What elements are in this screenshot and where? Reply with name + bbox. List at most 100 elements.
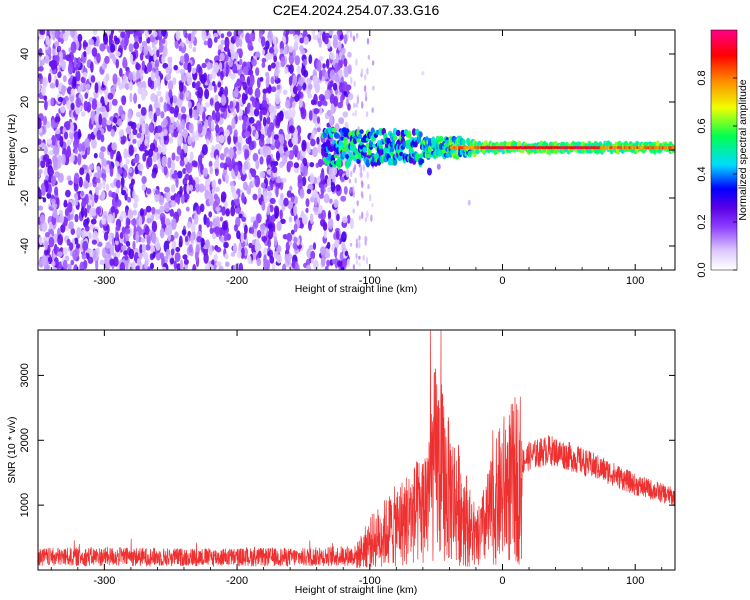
heatmap-cell xyxy=(124,82,130,91)
heatmap-cell xyxy=(175,155,180,162)
heatmap-cell xyxy=(133,92,138,104)
heatmap-cell xyxy=(67,263,72,270)
heatmap-cell xyxy=(326,259,330,267)
heatmap-cell xyxy=(98,102,102,108)
heatmap-cell xyxy=(66,99,72,110)
heatmap-cell xyxy=(63,199,68,206)
heatmap-cell xyxy=(91,239,97,245)
heatmap-cell xyxy=(139,244,143,254)
heatmap-cell xyxy=(335,230,340,241)
heatmap-cell xyxy=(337,160,342,169)
colorbar-step xyxy=(711,62,737,65)
heatmap-cell xyxy=(242,181,248,191)
heatmap-cell xyxy=(50,97,55,107)
heatmap-cell xyxy=(208,160,213,168)
heatmap-cell xyxy=(299,188,305,199)
heatmap-cell xyxy=(317,143,323,154)
colorbar-step xyxy=(711,238,737,241)
heatmap-cell xyxy=(213,84,217,93)
colorbar-step xyxy=(711,152,737,155)
heatmap-cell xyxy=(275,177,282,184)
heatmap-cell xyxy=(225,156,231,165)
heatmap-cell xyxy=(364,85,367,92)
heatmap-cell xyxy=(125,126,132,135)
heatmap-cell xyxy=(332,127,337,133)
heatmap-cell xyxy=(323,100,328,107)
heatmap-cell xyxy=(125,217,130,229)
colorbar-step xyxy=(711,252,737,255)
heatmap-cell xyxy=(314,82,321,94)
heatmap-cell xyxy=(286,190,292,198)
heatmap-cell xyxy=(281,177,287,183)
heatmap-cell xyxy=(98,113,103,126)
colorbar-step xyxy=(711,58,737,61)
heatmap-cell xyxy=(220,70,224,81)
heatmap-cell xyxy=(171,152,176,161)
heatmap-cell xyxy=(123,169,128,179)
colorbar-step xyxy=(711,212,737,215)
heatmap-cell xyxy=(339,251,344,261)
heatmap-cell xyxy=(299,37,305,44)
heatmap-cell xyxy=(252,152,259,162)
colorbar-step xyxy=(711,44,737,47)
heatmap-cell xyxy=(354,109,357,117)
heatmap-cell xyxy=(171,218,177,230)
x-tick-label: 100 xyxy=(626,275,644,287)
heatmap-cell xyxy=(38,117,42,130)
heatmap-cell xyxy=(362,146,367,153)
heatmap-cell xyxy=(198,183,205,193)
heatmap-cell xyxy=(115,188,120,194)
heatmap-cell xyxy=(360,68,364,76)
heatmap-cell xyxy=(316,116,321,124)
heatmap-cell xyxy=(293,204,298,217)
colorbar-step xyxy=(711,240,737,243)
colorbar-step xyxy=(711,206,737,209)
heatmap-cell xyxy=(254,241,261,253)
heatmap-cell xyxy=(220,195,226,203)
heatmap-cell xyxy=(125,228,131,235)
colorbar-step xyxy=(711,228,737,231)
colorbar-tick-label: 0.4 xyxy=(696,166,708,181)
heatmap-cell xyxy=(305,198,310,208)
heatmap-cell xyxy=(356,200,359,207)
heatmap-cell xyxy=(176,145,182,155)
heatmap-cell xyxy=(260,134,265,143)
heatmap-cell xyxy=(225,64,230,74)
y-tick-label: -20 xyxy=(19,190,31,206)
heatmap-cell xyxy=(95,177,101,183)
heatmap-cell xyxy=(92,249,99,262)
heatmap-cell xyxy=(163,101,168,113)
heatmap-cell xyxy=(160,216,165,226)
heatmap-cell xyxy=(88,232,92,240)
heatmap-cell xyxy=(139,52,144,61)
heatmap-cell xyxy=(43,153,50,161)
heatmap-cell xyxy=(79,261,85,270)
heatmap-cell xyxy=(263,259,269,270)
heatmap-cell xyxy=(145,244,151,251)
heatmap-cell xyxy=(84,138,91,148)
heatmap-cell xyxy=(65,148,72,158)
colorbar-step xyxy=(711,136,737,139)
heatmap-cell xyxy=(267,250,272,257)
heatmap-cell xyxy=(178,45,183,52)
heatmap-cell xyxy=(356,138,361,143)
y-tick-label: 40 xyxy=(19,48,31,60)
heatmap-cell xyxy=(51,203,58,209)
heatmap-cell xyxy=(103,231,109,241)
heatmap-cell xyxy=(96,106,100,116)
heatmap-cell xyxy=(70,41,77,54)
heatmap-cell xyxy=(84,193,89,205)
heatmap-cell xyxy=(197,123,203,134)
heatmap-cell xyxy=(288,64,294,74)
heatmap-cell xyxy=(41,58,46,66)
heatmap-cell xyxy=(163,46,168,58)
heatmap-cell xyxy=(158,195,165,206)
heatmap-cell xyxy=(269,197,276,205)
chart-title: C2E4.2024.254.07.33.G16 xyxy=(273,2,440,18)
heatmap-cell xyxy=(154,132,159,141)
heatmap-cell xyxy=(342,111,349,118)
colorbar-tick-label: 0.8 xyxy=(696,70,708,85)
colorbar-step xyxy=(711,106,737,109)
colorbar-step xyxy=(711,90,737,93)
heatmap-cell xyxy=(236,230,241,240)
